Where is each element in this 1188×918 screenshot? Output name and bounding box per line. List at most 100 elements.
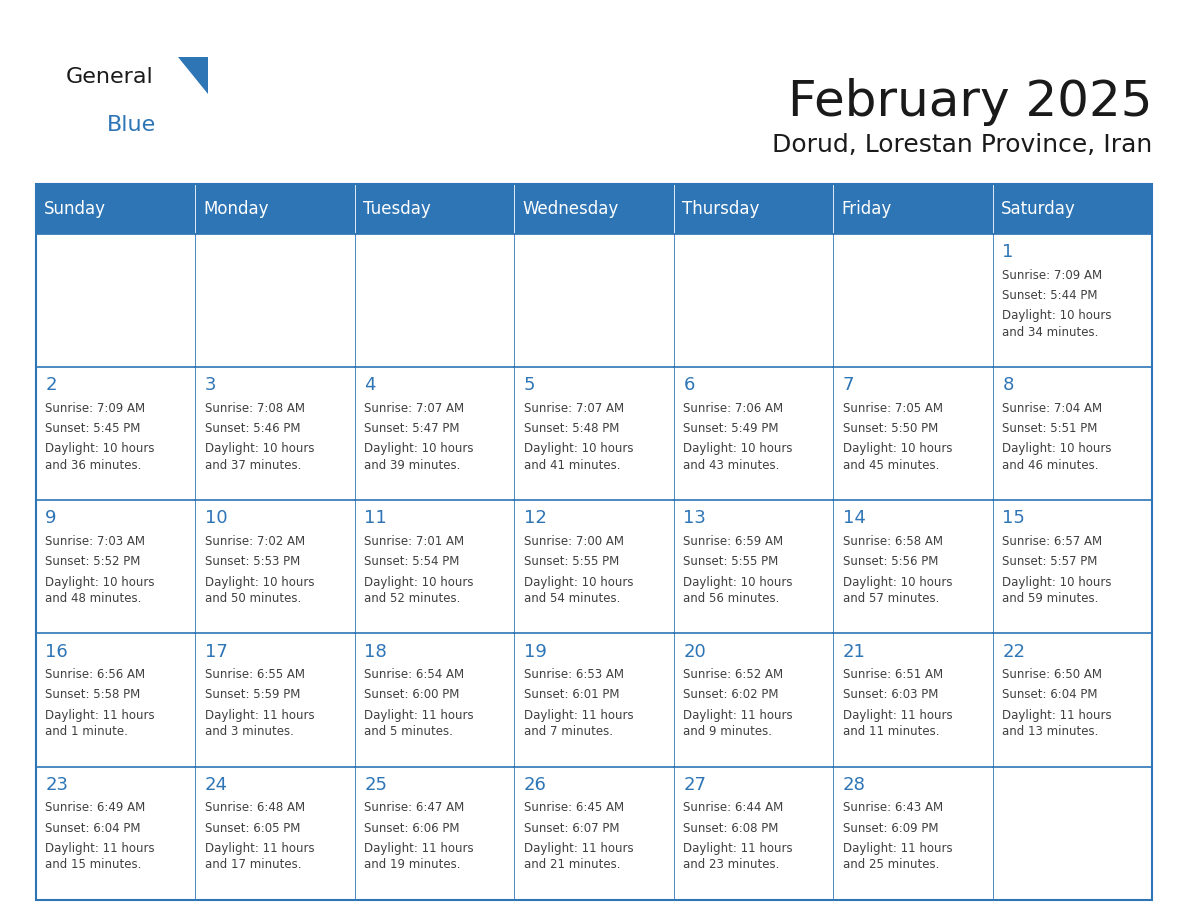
- Text: Daylight: 11 hours: Daylight: 11 hours: [842, 842, 953, 855]
- Text: Monday: Monday: [203, 200, 268, 218]
- Text: Sunrise: 7:00 AM: Sunrise: 7:00 AM: [524, 535, 624, 548]
- Text: Sunset: 5:59 PM: Sunset: 5:59 PM: [204, 688, 301, 701]
- Text: Sunday: Sunday: [44, 200, 106, 218]
- Text: and 36 minutes.: and 36 minutes.: [45, 459, 141, 472]
- Text: and 9 minutes.: and 9 minutes.: [683, 725, 772, 738]
- Text: Daylight: 11 hours: Daylight: 11 hours: [204, 842, 315, 855]
- Text: Daylight: 10 hours: Daylight: 10 hours: [1003, 309, 1112, 322]
- Text: and 57 minutes.: and 57 minutes.: [842, 592, 940, 605]
- Text: Sunset: 6:02 PM: Sunset: 6:02 PM: [683, 688, 779, 701]
- Text: Sunrise: 6:59 AM: Sunrise: 6:59 AM: [683, 535, 783, 548]
- Text: Sunset: 5:48 PM: Sunset: 5:48 PM: [524, 422, 619, 435]
- Text: Sunrise: 7:02 AM: Sunrise: 7:02 AM: [204, 535, 305, 548]
- Text: Sunset: 6:04 PM: Sunset: 6:04 PM: [1003, 688, 1098, 701]
- Text: Daylight: 10 hours: Daylight: 10 hours: [365, 576, 474, 588]
- Text: Sunrise: 7:03 AM: Sunrise: 7:03 AM: [45, 535, 145, 548]
- Text: Sunrise: 6:58 AM: Sunrise: 6:58 AM: [842, 535, 943, 548]
- Text: General: General: [65, 67, 153, 87]
- Text: Sunset: 6:07 PM: Sunset: 6:07 PM: [524, 822, 619, 834]
- Text: Tuesday: Tuesday: [362, 200, 430, 218]
- Text: Daylight: 10 hours: Daylight: 10 hours: [45, 576, 154, 588]
- Text: Sunset: 5:58 PM: Sunset: 5:58 PM: [45, 688, 140, 701]
- Text: Sunrise: 7:09 AM: Sunrise: 7:09 AM: [1003, 269, 1102, 282]
- Text: Sunset: 5:53 PM: Sunset: 5:53 PM: [204, 555, 299, 568]
- Text: and 54 minutes.: and 54 minutes.: [524, 592, 620, 605]
- Text: Sunset: 6:06 PM: Sunset: 6:06 PM: [365, 822, 460, 834]
- Text: Blue: Blue: [107, 115, 156, 135]
- Text: Sunrise: 7:06 AM: Sunrise: 7:06 AM: [683, 402, 783, 415]
- Text: Sunrise: 7:07 AM: Sunrise: 7:07 AM: [524, 402, 624, 415]
- Text: and 59 minutes.: and 59 minutes.: [1003, 592, 1099, 605]
- Text: Sunset: 6:00 PM: Sunset: 6:00 PM: [365, 688, 460, 701]
- Text: Daylight: 11 hours: Daylight: 11 hours: [524, 709, 633, 722]
- Text: and 39 minutes.: and 39 minutes.: [365, 459, 461, 472]
- Text: Sunrise: 6:51 AM: Sunrise: 6:51 AM: [842, 668, 943, 681]
- Text: Daylight: 11 hours: Daylight: 11 hours: [683, 709, 792, 722]
- Text: 7: 7: [842, 376, 854, 395]
- Text: 21: 21: [842, 643, 866, 661]
- Text: 22: 22: [1003, 643, 1025, 661]
- Text: and 37 minutes.: and 37 minutes.: [204, 459, 301, 472]
- Text: 6: 6: [683, 376, 695, 395]
- Polygon shape: [178, 57, 208, 94]
- Text: Sunset: 5:55 PM: Sunset: 5:55 PM: [524, 555, 619, 568]
- Text: Sunrise: 6:50 AM: Sunrise: 6:50 AM: [1003, 668, 1102, 681]
- Text: Dorud, Lorestan Province, Iran: Dorud, Lorestan Province, Iran: [772, 133, 1152, 157]
- Text: Sunrise: 6:53 AM: Sunrise: 6:53 AM: [524, 668, 624, 681]
- Text: Daylight: 10 hours: Daylight: 10 hours: [524, 576, 633, 588]
- Text: Sunrise: 7:04 AM: Sunrise: 7:04 AM: [1003, 402, 1102, 415]
- Text: Daylight: 10 hours: Daylight: 10 hours: [842, 576, 953, 588]
- Text: 10: 10: [204, 509, 227, 528]
- Text: and 5 minutes.: and 5 minutes.: [365, 725, 453, 738]
- Text: Sunset: 5:51 PM: Sunset: 5:51 PM: [1003, 422, 1098, 435]
- Text: Sunrise: 6:45 AM: Sunrise: 6:45 AM: [524, 801, 624, 814]
- Text: Sunset: 5:57 PM: Sunset: 5:57 PM: [1003, 555, 1098, 568]
- Text: Wednesday: Wednesday: [523, 200, 619, 218]
- Text: Daylight: 11 hours: Daylight: 11 hours: [1003, 709, 1112, 722]
- Text: Sunrise: 6:49 AM: Sunrise: 6:49 AM: [45, 801, 145, 814]
- Text: Sunrise: 7:08 AM: Sunrise: 7:08 AM: [204, 402, 304, 415]
- Text: 8: 8: [1003, 376, 1013, 395]
- Text: and 52 minutes.: and 52 minutes.: [365, 592, 461, 605]
- Text: and 45 minutes.: and 45 minutes.: [842, 459, 940, 472]
- Text: 14: 14: [842, 509, 866, 528]
- Text: Sunrise: 6:52 AM: Sunrise: 6:52 AM: [683, 668, 783, 681]
- Text: Daylight: 10 hours: Daylight: 10 hours: [683, 576, 792, 588]
- Text: 3: 3: [204, 376, 216, 395]
- Text: Sunset: 6:09 PM: Sunset: 6:09 PM: [842, 822, 939, 834]
- Text: 20: 20: [683, 643, 706, 661]
- Text: Daylight: 11 hours: Daylight: 11 hours: [365, 709, 474, 722]
- Text: Daylight: 10 hours: Daylight: 10 hours: [204, 576, 314, 588]
- Text: Saturday: Saturday: [1000, 200, 1075, 218]
- Text: Sunset: 6:01 PM: Sunset: 6:01 PM: [524, 688, 619, 701]
- Text: Sunset: 5:49 PM: Sunset: 5:49 PM: [683, 422, 779, 435]
- Text: Sunset: 5:56 PM: Sunset: 5:56 PM: [842, 555, 939, 568]
- Text: 13: 13: [683, 509, 706, 528]
- Text: and 41 minutes.: and 41 minutes.: [524, 459, 620, 472]
- Text: 9: 9: [45, 509, 57, 528]
- Text: and 34 minutes.: and 34 minutes.: [1003, 326, 1099, 339]
- Text: and 25 minutes.: and 25 minutes.: [842, 858, 940, 871]
- Text: Daylight: 10 hours: Daylight: 10 hours: [45, 442, 154, 455]
- Text: Daylight: 10 hours: Daylight: 10 hours: [842, 442, 953, 455]
- Text: Sunrise: 6:54 AM: Sunrise: 6:54 AM: [365, 668, 465, 681]
- Text: Sunset: 5:45 PM: Sunset: 5:45 PM: [45, 422, 140, 435]
- Text: 24: 24: [204, 776, 228, 794]
- Text: 2: 2: [45, 376, 57, 395]
- Text: Daylight: 11 hours: Daylight: 11 hours: [524, 842, 633, 855]
- Text: Sunset: 5:44 PM: Sunset: 5:44 PM: [1003, 289, 1098, 302]
- Text: 12: 12: [524, 509, 546, 528]
- Text: Sunrise: 6:48 AM: Sunrise: 6:48 AM: [204, 801, 305, 814]
- Text: February 2025: February 2025: [788, 78, 1152, 126]
- Text: and 21 minutes.: and 21 minutes.: [524, 858, 620, 871]
- Text: Sunrise: 7:01 AM: Sunrise: 7:01 AM: [365, 535, 465, 548]
- Text: 28: 28: [842, 776, 866, 794]
- Text: Sunrise: 6:56 AM: Sunrise: 6:56 AM: [45, 668, 145, 681]
- Text: and 43 minutes.: and 43 minutes.: [683, 459, 779, 472]
- Text: and 13 minutes.: and 13 minutes.: [1003, 725, 1099, 738]
- Text: 5: 5: [524, 376, 536, 395]
- Text: Daylight: 10 hours: Daylight: 10 hours: [1003, 576, 1112, 588]
- Text: 11: 11: [365, 509, 387, 528]
- Text: Sunrise: 6:44 AM: Sunrise: 6:44 AM: [683, 801, 784, 814]
- Text: Sunrise: 7:09 AM: Sunrise: 7:09 AM: [45, 402, 145, 415]
